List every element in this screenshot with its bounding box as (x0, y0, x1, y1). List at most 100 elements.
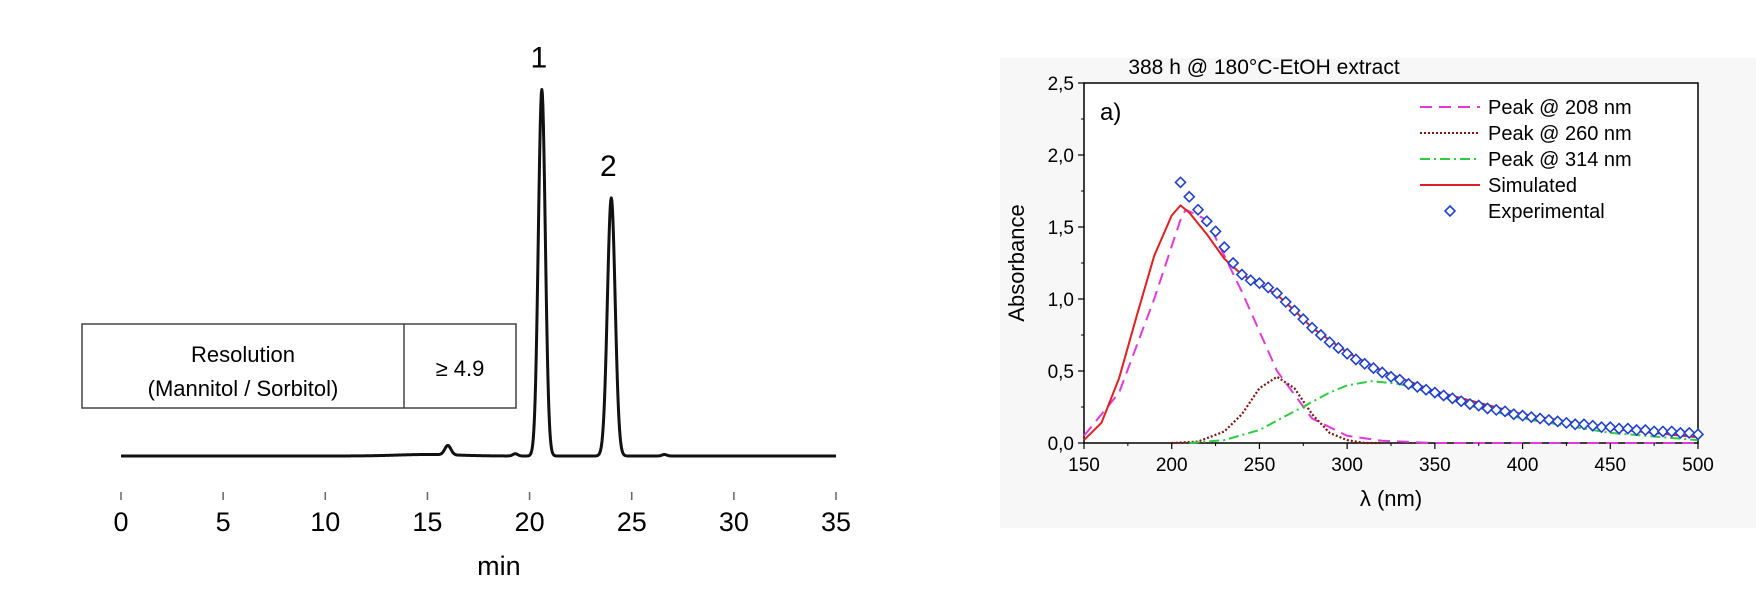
series-peak-208-nm (1083, 208, 1698, 444)
legend-label: Experimental (1488, 201, 1605, 223)
data-point (1446, 392, 1459, 405)
data-point (1577, 418, 1591, 431)
data-point (1665, 425, 1678, 438)
data-point (1209, 225, 1222, 238)
data-point (1691, 428, 1705, 441)
legend-swatch (1443, 204, 1457, 218)
data-point (1262, 281, 1275, 294)
data-point (1253, 277, 1266, 290)
data-point (1490, 403, 1503, 417)
y-tick-label: 1,5 (1048, 218, 1074, 239)
x-tick-label: 25 (617, 507, 647, 537)
data-point (1218, 241, 1231, 254)
y-tick-label: 2,0 (1048, 146, 1074, 167)
x-tick-label: 35 (821, 507, 851, 537)
x-tick-label: 350 (1419, 455, 1451, 476)
data-point (1226, 256, 1240, 270)
data-point (1305, 321, 1319, 334)
data-point (1569, 418, 1582, 431)
data-point (1341, 347, 1354, 360)
data-point (1507, 408, 1520, 421)
y-axis-label: Absorbance (1004, 204, 1029, 321)
data-point (1200, 215, 1213, 228)
data-point (1183, 190, 1196, 203)
legend-item-experimental: Experimental (1443, 201, 1605, 223)
data-point (1683, 426, 1696, 440)
data-point (1393, 373, 1406, 386)
data-point (1288, 304, 1301, 317)
chart-title: 388 h @ 180°C-EtOH extract (1128, 56, 1399, 79)
data-point (1428, 386, 1441, 399)
data-point (1621, 422, 1634, 435)
y-tick-label: 0,0 (1048, 434, 1074, 455)
x-tick-label: 300 (1331, 455, 1363, 476)
x-tick-label: 400 (1507, 455, 1539, 476)
data-point (1639, 423, 1652, 437)
data-point (1595, 421, 1608, 434)
data-point (1481, 402, 1494, 415)
data-point (1349, 353, 1363, 366)
data-point (1297, 313, 1310, 326)
data-point (1191, 203, 1205, 216)
data-point (1437, 389, 1450, 402)
x-tick-label: 450 (1594, 455, 1626, 476)
y-tick-label: 1,0 (1048, 290, 1074, 311)
data-point (1498, 405, 1512, 418)
absorbance-chart: 388 h @ 180°C-EtOH extract a) 150 200 250 3… (1000, 56, 1756, 528)
peak-label-1: 1 (530, 41, 547, 74)
data-point (1402, 377, 1415, 391)
data-point (1542, 413, 1556, 427)
legend: Peak @ 208 nm Peak @ 260 nm Peak @ 314 nm S… (1420, 97, 1632, 223)
legend-label: Simulated (1488, 175, 1577, 197)
data-point (1314, 328, 1327, 342)
data-point (1384, 370, 1398, 383)
y-tick-label: 0,5 (1048, 362, 1074, 383)
x-tick-label: 150 (1068, 455, 1100, 476)
data-point (1279, 295, 1292, 309)
legend-label: Peak @ 208 nm (1488, 97, 1632, 119)
data-point (1235, 268, 1249, 281)
data-point (1533, 412, 1547, 425)
data-point (1612, 422, 1626, 435)
series-peak-260-nm (1171, 375, 1383, 445)
x-tick-label: 10 (310, 507, 340, 537)
y-tick-label: 2,5 (1048, 74, 1074, 95)
data-point (1656, 425, 1670, 438)
x-axis-label: min (477, 551, 521, 581)
data-point (1551, 415, 1564, 428)
data-point (1472, 399, 1485, 412)
data-point (1604, 421, 1617, 434)
x-tick-label: 200 (1156, 455, 1188, 476)
x-tick-label: 5 (216, 507, 231, 537)
x-tick-label: 0 (113, 507, 128, 537)
data-point (1516, 409, 1529, 422)
data-point (1648, 425, 1661, 438)
data-point (1270, 287, 1284, 300)
x-axis-label: λ (nm) (1360, 486, 1422, 511)
series-peak-314-nm (1189, 380, 1699, 444)
x-tick-label: 500 (1682, 455, 1714, 476)
table-header-line1: Resolution (191, 342, 295, 367)
legend-label: Peak @ 260 nm (1488, 123, 1632, 145)
data-point (1323, 336, 1336, 349)
table-border (81, 323, 517, 409)
data-point (1419, 383, 1433, 396)
x-tick-label: 20 (515, 507, 545, 537)
table-value: ≥ 4.9 (436, 356, 485, 381)
data-point (1358, 357, 1371, 370)
resolution-table: Resolution (Mannitol / Sorbitol) ≥ 4.9 (81, 323, 517, 409)
data-point (1586, 419, 1599, 432)
data-point (1525, 410, 1538, 424)
data-point (1630, 423, 1643, 437)
x-tick-label: 15 (412, 507, 442, 537)
data-point (1244, 274, 1257, 287)
chromatogram-chart: 1 2 0 5 10 15 20 25 30 35 min Resolution (Mannit… (81, 41, 851, 581)
legend-label: Peak @ 314 nm (1488, 149, 1632, 171)
data-point (1560, 416, 1573, 429)
data-point (1455, 395, 1468, 408)
data-point (1367, 361, 1380, 375)
data-point (1332, 341, 1345, 355)
legend-item-peak-208-nm: Peak @ 208 nm (1420, 97, 1632, 119)
x-tick-label: 250 (1244, 455, 1276, 476)
